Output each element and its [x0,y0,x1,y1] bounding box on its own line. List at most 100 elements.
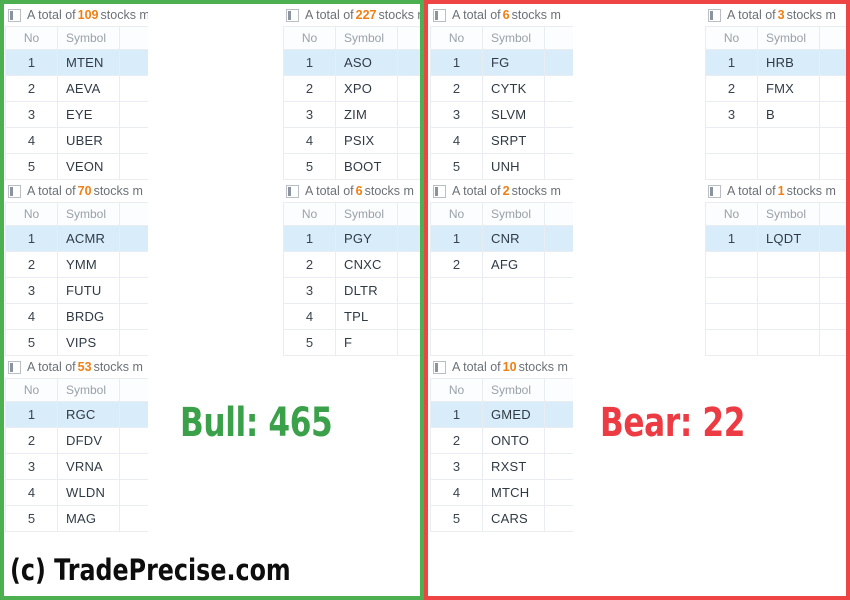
cell-overflow [119,401,148,428]
total-prefix-label: A total of [27,184,76,198]
column-header-symbol[interactable]: Symbol [482,26,545,50]
total-count-value: 109 [77,8,99,22]
stock-grid: No Symbol 1 CNR 2 AFG [430,202,573,356]
column-header-no[interactable]: No [430,202,483,226]
table-row[interactable]: 2 DFDV [5,427,148,454]
panel-toggle-icon[interactable] [8,184,21,198]
cell-symbol: MAG [57,505,120,532]
table-row[interactable]: 4 BRDG [5,303,148,330]
panel-toggle-icon[interactable] [708,8,721,22]
table-row[interactable] [430,329,573,356]
grid-header-row: No Symbol [705,202,848,226]
table-row[interactable]: 4 TPL [283,303,426,330]
stock-table: A total of 109 stocks m No Symbol 1 MTEN 2 AEVA 3… [5,4,148,180]
table-row[interactable]: 1 ASO [283,49,426,76]
total-suffix-label: stocks m [786,8,836,22]
column-header-no[interactable]: No [5,26,58,50]
column-header-no[interactable]: No [5,378,58,402]
column-header-symbol[interactable]: Symbol [482,378,545,402]
cell-symbol [757,303,820,330]
table-row[interactable]: 2 YMM [5,251,148,278]
table-row[interactable]: 2 CNXC [283,251,426,278]
table-row[interactable]: 2 FMX [705,75,848,102]
stock-table-title: A total of 6 stocks m [430,4,573,26]
table-row[interactable] [705,277,848,304]
column-header-symbol[interactable]: Symbol [335,26,398,50]
table-row[interactable]: 1 ACMR [5,225,148,252]
panel-toggle-icon[interactable] [8,8,21,22]
panel-toggle-icon[interactable] [433,8,446,22]
cell-symbol: TPL [335,303,398,330]
total-prefix-label: A total of [727,184,776,198]
table-row[interactable]: 5 MAG [5,505,148,532]
column-header-overflow [819,26,848,50]
column-header-no[interactable]: No [705,26,758,50]
table-row[interactable]: 1 PGY [283,225,426,252]
table-row[interactable]: 5 UNH [430,153,573,180]
table-row[interactable]: 2 ONTO [430,427,573,454]
table-row[interactable] [705,127,848,154]
total-suffix-label: stocks m [518,360,568,374]
cell-no: 3 [5,277,58,304]
table-row[interactable]: 4 SRPT [430,127,573,154]
table-row[interactable] [705,251,848,278]
table-row[interactable]: 5 CARS [430,505,573,532]
cell-symbol: WLDN [57,479,120,506]
table-row[interactable]: 5 VIPS [5,329,148,356]
cell-symbol: VIPS [57,329,120,356]
table-row[interactable] [705,329,848,356]
stock-grid: No Symbol 1 LQDT [705,202,848,356]
column-header-symbol[interactable]: Symbol [482,202,545,226]
cell-symbol: VEON [57,153,120,180]
cell-no: 4 [5,127,58,154]
panel-toggle-icon[interactable] [433,184,446,198]
table-row[interactable]: 1 GMED [430,401,573,428]
cell-symbol: SRPT [482,127,545,154]
column-header-no[interactable]: No [705,202,758,226]
table-row[interactable]: 3 ZIM [283,101,426,128]
table-row[interactable]: 1 RGC [5,401,148,428]
table-row[interactable]: 4 UBER [5,127,148,154]
panel-toggle-icon[interactable] [286,8,299,22]
cell-no: 2 [5,75,58,102]
column-header-no[interactable]: No [430,378,483,402]
column-header-symbol[interactable]: Symbol [757,26,820,50]
table-row[interactable]: 4 MTCH [430,479,573,506]
table-row[interactable]: 5 BOOT [283,153,426,180]
table-row[interactable]: 3 FUTU [5,277,148,304]
table-row[interactable]: 2 XPO [283,75,426,102]
table-column-col-3: A total of 6 stocks m No Symbol 1 FG 2 CYTK 3 SLVM… [430,4,573,532]
table-row[interactable]: 5 VEON [5,153,148,180]
column-header-no[interactable]: No [5,202,58,226]
table-row[interactable]: 1 MTEN [5,49,148,76]
panel-toggle-icon[interactable] [708,184,721,198]
table-row[interactable]: 4 WLDN [5,479,148,506]
table-row[interactable] [430,277,573,304]
column-header-symbol[interactable]: Symbol [57,378,120,402]
panel-toggle-icon[interactable] [286,184,299,198]
table-row[interactable]: 1 HRB [705,49,848,76]
bull-panel-outline [0,0,424,600]
panel-toggle-icon[interactable] [433,360,446,374]
table-row[interactable]: 2 CYTK [430,75,573,102]
table-row[interactable]: 2 AEVA [5,75,148,102]
total-count-value: 70 [77,184,92,198]
table-row[interactable]: 1 LQDT [705,225,848,252]
table-row[interactable] [430,303,573,330]
table-row[interactable] [705,153,848,180]
stock-table-title: A total of 109 stocks m [5,4,148,26]
table-row[interactable]: 3 SLVM [430,101,573,128]
cell-overflow [119,225,148,252]
table-row[interactable]: 3 VRNA [5,453,148,480]
table-row[interactable]: 3 EYE [5,101,148,128]
column-header-no[interactable]: No [430,26,483,50]
total-prefix-label: A total of [452,360,501,374]
column-header-no[interactable]: No [283,202,336,226]
panel-toggle-icon[interactable] [8,360,21,374]
table-row[interactable]: 1 CNR [430,225,573,252]
column-header-symbol[interactable]: Symbol [757,202,820,226]
column-header-no[interactable]: No [283,26,336,50]
table-row[interactable]: 2 AFG [430,251,573,278]
cell-symbol: BOOT [335,153,398,180]
